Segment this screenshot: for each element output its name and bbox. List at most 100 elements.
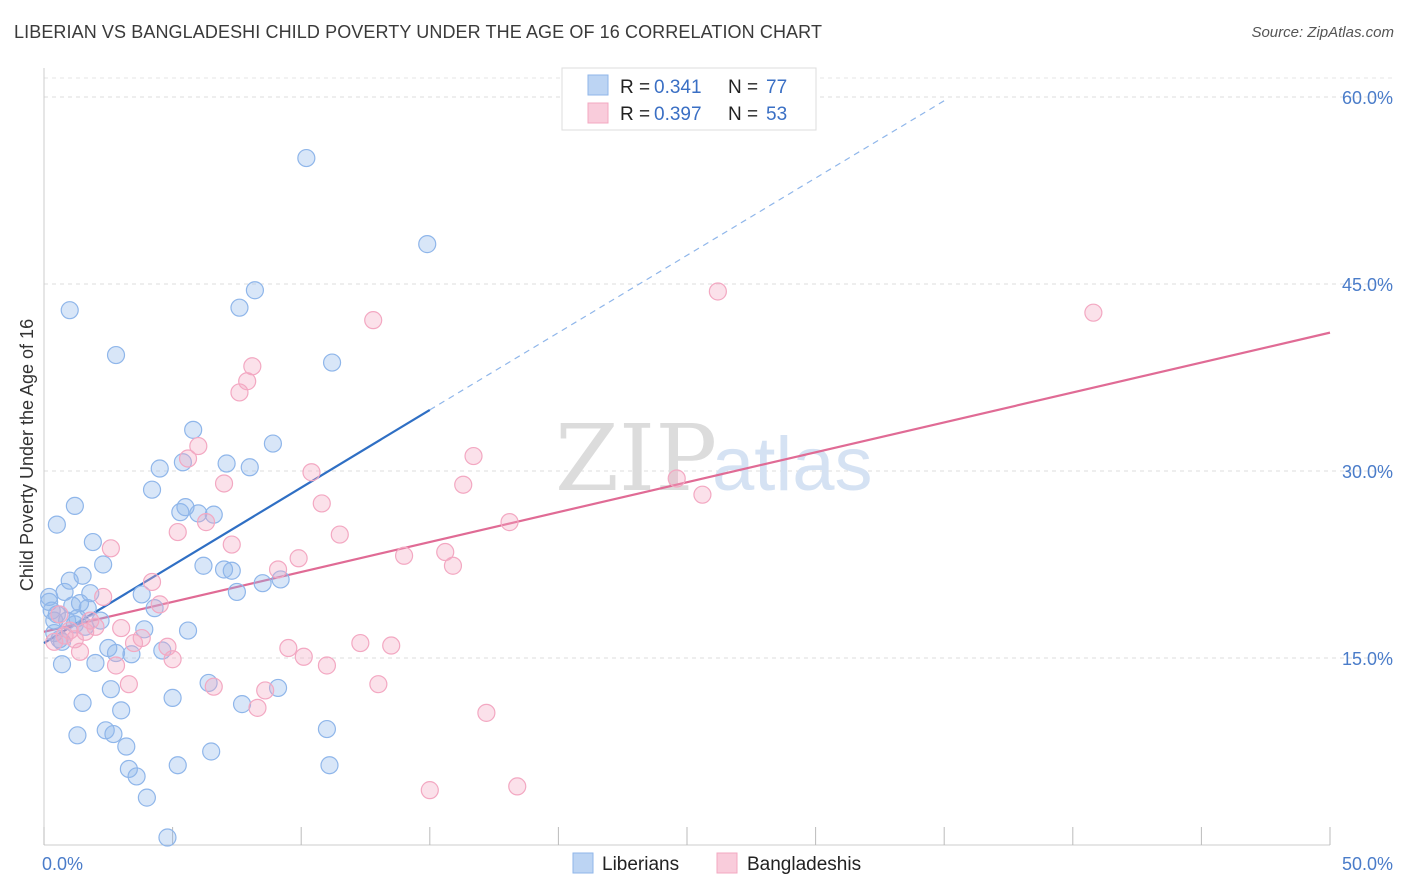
legend-bottom-swatch-bangladeshis (716, 852, 738, 874)
watermark-atlas: atlas (712, 422, 873, 507)
legend-r-label-1: R = (620, 77, 650, 98)
legend-r-label-2: R = (620, 104, 650, 125)
point-liberians-57 (263, 434, 283, 453)
legend-bottom-swatch-liberians (572, 852, 594, 874)
legend-r-value-2: 0.397 (654, 104, 702, 125)
point-bangladeshis-17 (150, 595, 169, 614)
point-bangladeshis-51 (500, 513, 519, 532)
point-liberians-62 (320, 756, 339, 775)
y-tick-label-0: 15.0% (1342, 649, 1393, 669)
point-liberians-63 (322, 353, 342, 372)
point-liberians-49 (217, 454, 236, 473)
trend-extension-liberians (429, 100, 945, 411)
point-liberians-52 (230, 298, 249, 317)
point-bangladeshis-49 (464, 446, 483, 466)
point-bangladeshis-21 (178, 449, 198, 468)
y-tick-labels: 15.0% 30.0% 45.0% 60.0% (1342, 88, 1393, 669)
point-bangladeshis-0 (45, 632, 64, 651)
point-liberians-26 (122, 645, 141, 664)
point-bangladeshis-22 (189, 436, 208, 456)
point-bangladeshis-42 (369, 675, 388, 694)
point-liberians-76 (418, 235, 437, 254)
point-liberians-5 (52, 655, 72, 674)
point-bangladeshis-41 (364, 311, 383, 330)
point-liberians-72 (119, 759, 138, 779)
legend-stats: R = 0.341 N = 77 R = 0.397 N = 53 (561, 67, 817, 131)
point-bangladeshis-3 (60, 621, 79, 640)
point-liberians-18 (86, 653, 105, 673)
point-liberians-25 (117, 737, 136, 756)
point-bangladeshis-31 (256, 681, 275, 700)
point-liberians-66 (60, 301, 79, 320)
point-bangladeshis-34 (289, 549, 308, 568)
point-bangladeshis-9 (94, 587, 113, 607)
legend-n-label-1: N = (728, 77, 758, 98)
point-bangladeshis-16 (142, 572, 162, 592)
point-bangladeshis-54 (693, 485, 712, 504)
point-bangladeshis-30 (248, 698, 267, 717)
point-liberians-27 (127, 767, 146, 786)
point-liberians-55 (245, 281, 265, 300)
y-axis-title: Child Poverty Under the Age of 16 (17, 319, 37, 591)
legend-n-value-2: 53 (766, 104, 787, 125)
legend-bottom-label-bangladeshis: Bangladeshis (747, 854, 861, 875)
point-bangladeshis-46 (436, 542, 455, 562)
trend-line-liberians (43, 408, 431, 644)
point-liberians-47 (204, 505, 223, 524)
point-liberians-41 (178, 621, 198, 640)
point-bangladeshis-38 (317, 656, 337, 675)
data-points (40, 148, 1103, 847)
trend-lines (43, 100, 1331, 644)
point-bangladeshis-44 (394, 546, 414, 565)
point-liberians-67 (106, 345, 126, 365)
point-bangladeshis-25 (214, 474, 234, 493)
chart-source: Source: ZipAtlas.com (1251, 24, 1394, 41)
point-bangladeshis-52 (508, 777, 527, 796)
point-bangladeshis-33 (279, 638, 298, 658)
chart-title: LIBERIAN VS BANGLADESHI CHILD POVERTY UN… (14, 22, 823, 42)
point-liberians-61 (317, 719, 337, 739)
legend-swatch-bangladeshis (587, 102, 609, 124)
point-liberians-38 (171, 503, 190, 522)
point-liberians-6 (55, 582, 74, 602)
point-bangladeshis-26 (222, 535, 241, 554)
point-bangladeshis-10 (101, 539, 120, 558)
point-liberians-37 (168, 756, 187, 775)
point-bangladeshis-55 (708, 282, 727, 301)
point-liberians-71 (104, 724, 123, 744)
point-bangladeshis-12 (112, 618, 131, 638)
point-bangladeshis-36 (302, 463, 321, 482)
point-bangladeshis-43 (382, 636, 401, 655)
legend-bottom-label-liberians: Liberians (602, 854, 679, 875)
legend-n-value-1: 77 (766, 77, 787, 98)
point-liberians-53 (232, 695, 252, 714)
point-liberians-48 (214, 560, 234, 579)
x-tick-label-max: 50.0% (1342, 854, 1393, 874)
point-bangladeshis-37 (312, 494, 331, 513)
x-tick-label-min: 0.0% (42, 854, 83, 874)
legend-series: Liberians Bangladeshis (572, 852, 861, 875)
legend-n-label-2: N = (728, 104, 758, 125)
legend-swatch-liberians (587, 74, 609, 96)
point-bangladeshis-8 (86, 617, 105, 636)
point-liberians-24 (112, 701, 131, 720)
point-liberians-31 (142, 480, 162, 499)
point-bangladeshis-45 (420, 781, 439, 800)
point-bangladeshis-19 (163, 650, 182, 669)
point-liberians-50 (222, 561, 241, 580)
point-bangladeshis-48 (454, 475, 473, 494)
trend-line-bangladeshis (43, 331, 1331, 633)
point-liberians-44 (194, 556, 213, 575)
point-bangladeshis-6 (76, 622, 95, 641)
point-bangladeshis-53 (667, 469, 686, 488)
axes (43, 68, 1331, 846)
point-liberians-17 (83, 532, 102, 552)
point-bangladeshis-24 (204, 677, 223, 696)
point-liberians-51 (227, 582, 246, 602)
point-liberians-13 (73, 566, 92, 585)
point-bangladeshis-2 (55, 626, 74, 645)
point-bangladeshis-5 (70, 642, 90, 661)
point-bangladeshis-47 (443, 556, 463, 575)
point-bangladeshis-13 (119, 675, 138, 694)
y-tick-label-1: 30.0% (1342, 462, 1393, 482)
